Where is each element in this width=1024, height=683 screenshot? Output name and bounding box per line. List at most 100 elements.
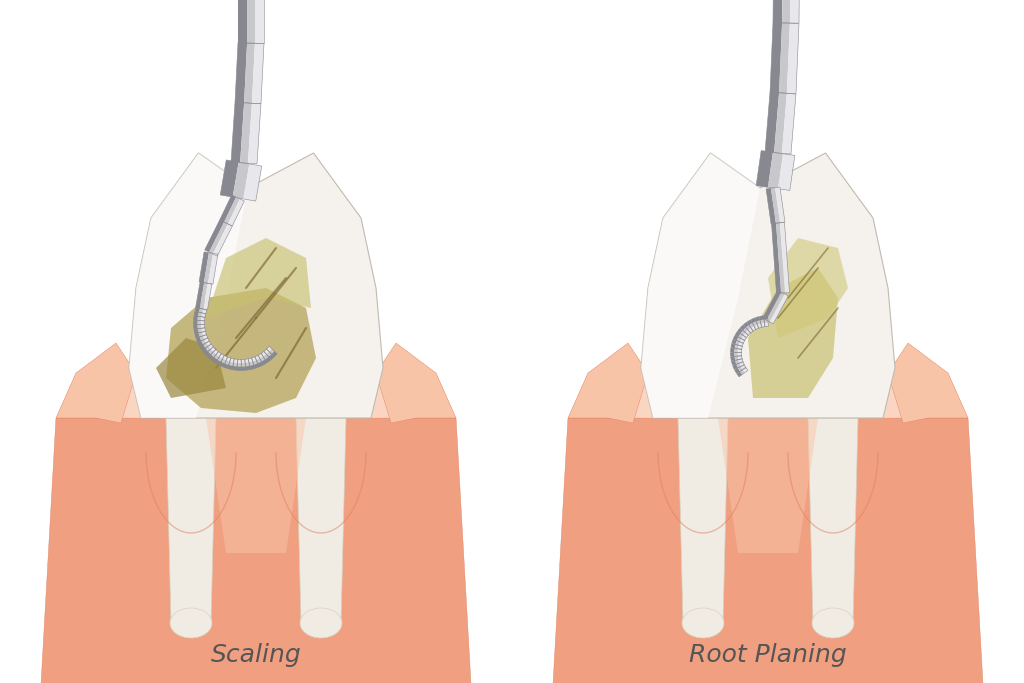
Polygon shape — [198, 324, 201, 329]
Polygon shape — [206, 238, 311, 318]
Polygon shape — [743, 328, 749, 333]
Polygon shape — [240, 102, 252, 163]
Polygon shape — [745, 325, 751, 330]
Polygon shape — [255, 0, 264, 43]
Polygon shape — [751, 326, 756, 331]
Polygon shape — [201, 324, 205, 329]
Polygon shape — [782, 0, 792, 23]
Polygon shape — [201, 328, 206, 332]
Polygon shape — [773, 0, 784, 23]
Polygon shape — [232, 162, 249, 199]
Polygon shape — [205, 352, 211, 357]
Polygon shape — [260, 357, 265, 361]
Polygon shape — [376, 343, 456, 423]
Polygon shape — [738, 334, 743, 339]
Polygon shape — [229, 362, 233, 366]
Polygon shape — [265, 357, 270, 363]
Polygon shape — [213, 349, 218, 354]
Polygon shape — [238, 359, 242, 363]
Polygon shape — [734, 356, 738, 360]
Polygon shape — [200, 345, 205, 350]
Polygon shape — [743, 322, 749, 328]
Polygon shape — [36, 418, 476, 683]
Polygon shape — [250, 365, 255, 370]
Polygon shape — [225, 361, 229, 365]
Text: Scaling: Scaling — [211, 643, 301, 667]
Polygon shape — [739, 361, 744, 367]
Polygon shape — [199, 308, 203, 313]
Polygon shape — [247, 0, 255, 43]
Polygon shape — [220, 160, 239, 197]
Polygon shape — [129, 153, 248, 418]
Polygon shape — [195, 311, 199, 316]
Polygon shape — [251, 357, 256, 361]
Polygon shape — [222, 355, 227, 361]
Polygon shape — [238, 0, 247, 43]
Polygon shape — [231, 102, 244, 163]
Polygon shape — [765, 92, 779, 153]
Polygon shape — [737, 349, 741, 353]
Polygon shape — [241, 359, 245, 363]
Polygon shape — [214, 354, 219, 360]
Polygon shape — [735, 341, 739, 346]
Polygon shape — [269, 349, 274, 354]
Polygon shape — [763, 290, 781, 320]
Polygon shape — [156, 338, 226, 398]
Polygon shape — [782, 94, 796, 154]
Polygon shape — [252, 43, 264, 104]
Polygon shape — [204, 253, 213, 283]
Polygon shape — [232, 366, 237, 370]
Polygon shape — [263, 354, 268, 359]
Polygon shape — [198, 341, 203, 346]
Polygon shape — [731, 357, 735, 361]
Polygon shape — [748, 268, 838, 398]
Polygon shape — [203, 335, 208, 339]
Polygon shape — [771, 223, 781, 294]
Polygon shape — [226, 357, 231, 362]
Polygon shape — [738, 345, 742, 350]
Polygon shape — [741, 335, 746, 341]
Polygon shape — [731, 361, 736, 365]
Polygon shape — [238, 363, 242, 367]
Polygon shape — [790, 0, 801, 23]
Polygon shape — [742, 367, 748, 373]
Polygon shape — [261, 351, 266, 357]
Polygon shape — [219, 362, 225, 367]
Polygon shape — [734, 348, 738, 352]
Polygon shape — [208, 344, 213, 350]
Polygon shape — [296, 418, 346, 623]
Polygon shape — [770, 23, 782, 93]
Ellipse shape — [682, 608, 724, 638]
Polygon shape — [196, 337, 201, 342]
Polygon shape — [740, 331, 745, 335]
Polygon shape — [221, 359, 226, 363]
Polygon shape — [202, 331, 207, 336]
Polygon shape — [245, 359, 249, 363]
Polygon shape — [212, 357, 217, 363]
Polygon shape — [129, 153, 383, 418]
Ellipse shape — [170, 608, 212, 638]
Polygon shape — [201, 313, 206, 318]
Polygon shape — [253, 360, 258, 365]
Polygon shape — [568, 343, 648, 423]
Polygon shape — [248, 358, 253, 363]
Polygon shape — [780, 223, 790, 293]
Polygon shape — [194, 324, 198, 329]
Polygon shape — [735, 332, 740, 337]
Polygon shape — [220, 195, 237, 222]
Polygon shape — [200, 283, 208, 309]
Polygon shape — [258, 361, 263, 367]
Polygon shape — [201, 317, 205, 321]
Polygon shape — [738, 342, 743, 346]
Polygon shape — [264, 349, 269, 354]
Polygon shape — [755, 317, 760, 322]
Polygon shape — [766, 292, 784, 322]
Polygon shape — [237, 367, 242, 370]
Polygon shape — [548, 418, 988, 683]
Polygon shape — [770, 294, 788, 324]
Polygon shape — [233, 363, 238, 367]
Polygon shape — [757, 320, 761, 324]
Polygon shape — [199, 332, 203, 337]
Polygon shape — [756, 150, 773, 187]
Polygon shape — [568, 373, 968, 418]
